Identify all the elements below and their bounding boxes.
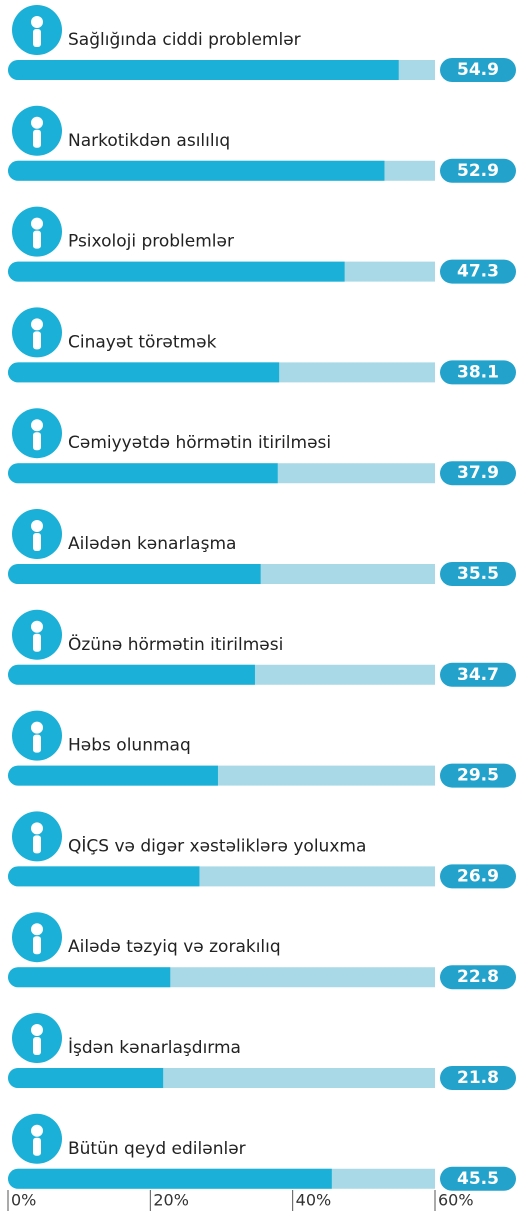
value-label: 21.8 — [457, 1068, 499, 1088]
value-pill — [440, 158, 516, 183]
value-pill — [440, 360, 516, 385]
bar — [8, 765, 218, 786]
bar — [8, 664, 255, 685]
value-label: 38.1 — [457, 362, 499, 382]
value-pill — [440, 259, 516, 284]
icon-glyph — [33, 129, 41, 148]
bar — [8, 60, 399, 80]
bar — [8, 866, 200, 887]
bar — [8, 1068, 164, 1088]
icon-glyph — [33, 633, 41, 652]
icon-glyph — [31, 1024, 43, 1036]
icon-glyph — [31, 116, 43, 129]
category-label: Sağlığında ciddi problemlər — [68, 30, 301, 50]
value-label: 37.9 — [457, 463, 499, 483]
icon-glyph — [33, 1137, 41, 1156]
category-label: Bütün qeyd edilənlər — [68, 1139, 246, 1159]
icon-glyph — [31, 318, 43, 331]
category-label: Ailədən kənarlaşma — [68, 534, 236, 554]
x-tick-label: 60% — [438, 1191, 474, 1210]
icon-glyph — [33, 432, 41, 451]
value-pill — [440, 965, 516, 990]
category-label: Cəmiyyətdə hörmətin itirilməsi — [68, 433, 331, 453]
value-label: 54.9 — [457, 60, 499, 80]
value-label: 22.8 — [457, 967, 499, 987]
icon-glyph — [33, 533, 41, 551]
value-pill — [440, 864, 516, 889]
category-label: İşdən kənarlaşdırma — [68, 1037, 241, 1058]
category-label: Narkotikdən asılılıq — [68, 131, 230, 151]
icon-glyph — [31, 620, 43, 633]
bar — [8, 362, 280, 383]
value-pill — [440, 1066, 516, 1090]
icon-glyph — [31, 923, 43, 936]
bar — [8, 564, 261, 584]
bar — [8, 1168, 332, 1189]
value-pill — [440, 58, 516, 82]
icon-glyph — [33, 936, 41, 955]
bar — [8, 160, 385, 181]
x-tick-label: 0% — [11, 1191, 36, 1210]
bar — [8, 967, 171, 988]
icon-glyph — [33, 331, 41, 350]
value-pill — [440, 662, 516, 687]
value-label: 52.9 — [457, 161, 499, 181]
category-label: Həbs olunmaq — [68, 736, 191, 756]
icon-glyph — [31, 520, 43, 532]
category-label: Özünə hörmətin itirilməsi — [68, 633, 283, 655]
value-label: 35.5 — [457, 564, 499, 584]
category-label: QİÇS və digər xəstəliklərə yoluxma — [68, 835, 366, 856]
value-label: 26.9 — [457, 866, 499, 886]
icon-glyph — [33, 230, 41, 249]
icon-glyph — [31, 1124, 43, 1137]
category-label: Psixoloji problemlər — [68, 232, 234, 252]
value-pill — [440, 461, 516, 486]
icon-glyph — [33, 734, 41, 753]
value-label: 29.5 — [457, 766, 499, 786]
category-label: Cinayət törətmək — [68, 332, 217, 352]
icon-glyph — [33, 1037, 41, 1055]
value-pill — [440, 1166, 516, 1191]
value-pill — [440, 562, 516, 586]
x-tick-label: 20% — [153, 1191, 189, 1210]
icon-glyph — [31, 217, 43, 230]
icon-glyph — [31, 16, 43, 28]
icon-glyph — [33, 835, 41, 854]
icon-glyph — [33, 29, 41, 47]
icon-glyph — [31, 419, 43, 432]
bar — [8, 463, 278, 484]
category-label: Ailədə təzyiq və zorakılıq — [68, 937, 281, 957]
value-label: 34.7 — [457, 665, 499, 685]
x-tick-label: 40% — [296, 1191, 332, 1210]
icon-glyph — [31, 721, 43, 734]
value-label: 45.5 — [457, 1169, 499, 1189]
value-pill — [440, 763, 516, 788]
value-label: 47.3 — [457, 262, 499, 282]
icon-glyph — [31, 822, 43, 835]
bar — [8, 261, 345, 282]
